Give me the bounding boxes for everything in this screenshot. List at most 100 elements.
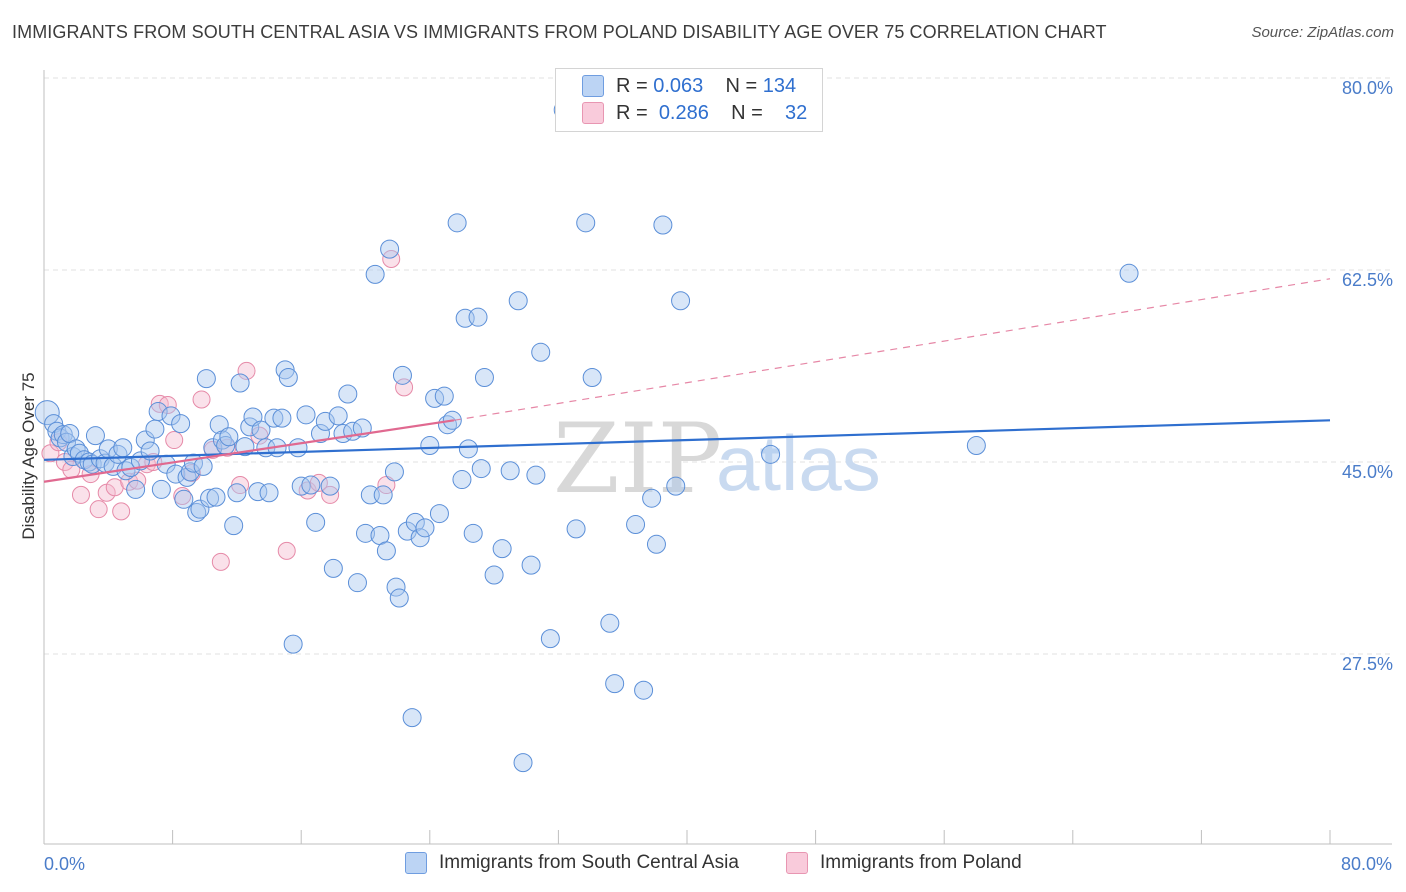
data-point-south-central-asia	[626, 515, 646, 535]
data-point-south-central-asia	[415, 518, 435, 538]
data-point-south-central-asia	[126, 479, 146, 499]
axes	[43, 70, 1392, 845]
data-point-south-central-asia	[174, 489, 194, 509]
blue-points	[34, 100, 1139, 773]
data-point-south-central-asia	[301, 475, 321, 495]
bottom-legend-swatch-blue	[405, 852, 427, 874]
trend-lines	[43, 278, 1331, 483]
legend-swatch-blue	[582, 75, 604, 97]
data-point-south-central-asia	[646, 534, 666, 554]
data-point-south-central-asia	[200, 488, 220, 508]
data-point-south-central-asia	[1119, 263, 1139, 283]
trend-line-poland	[43, 419, 455, 483]
data-point-south-central-asia	[275, 360, 295, 380]
data-point-south-central-asia	[230, 373, 250, 393]
data-point-south-central-asia	[521, 555, 541, 575]
legend-n-value-series2: 32	[785, 101, 808, 124]
data-point-south-central-asia	[145, 419, 165, 439]
x-ticks	[43, 830, 1331, 844]
data-point-south-central-asia	[227, 483, 247, 503]
watermark-zip: ZIP	[553, 403, 722, 515]
data-point-south-central-asia	[582, 368, 602, 388]
legend-swatch-pink	[582, 102, 604, 124]
data-point-south-central-asia	[296, 405, 316, 425]
data-point-south-central-asia	[166, 464, 186, 484]
data-point-south-central-asia	[338, 384, 358, 404]
watermark: ZIP atlas	[553, 403, 881, 515]
y-tick-label: 45.0%	[1342, 462, 1393, 482]
data-point-poland	[395, 378, 414, 397]
data-point-south-central-asia	[410, 528, 430, 548]
y-tick-labels: 27.5% 45.0% 62.5% 80.0%	[1342, 78, 1393, 674]
data-point-south-central-asia	[671, 291, 691, 311]
legend-row-series1: R = 0.063 N = 134	[582, 73, 796, 99]
legend-n-label: N =	[725, 74, 758, 97]
y-axis-label: Disability Age Over 75	[19, 372, 38, 539]
data-point-south-central-asia	[315, 411, 335, 431]
data-point-south-central-asia	[384, 462, 404, 482]
data-point-south-central-asia	[347, 573, 367, 593]
data-point-south-central-asia	[278, 368, 298, 388]
legend-n-value-series1: 134	[762, 74, 797, 97]
bottom-legend-label-series1: Immigrants from South Central Asia	[439, 852, 739, 873]
data-point-south-central-asia	[380, 239, 400, 259]
data-point-south-central-asia	[666, 476, 686, 496]
data-point-south-central-asia	[642, 488, 662, 508]
data-point-south-central-asia	[966, 436, 986, 456]
legend-r-label: R =	[616, 74, 648, 97]
data-point-south-central-asia	[458, 439, 478, 459]
data-point-south-central-asia	[171, 414, 191, 434]
data-point-south-central-asia	[492, 539, 512, 559]
data-point-south-central-asia	[148, 402, 168, 422]
data-point-south-central-asia	[425, 388, 445, 408]
data-point-south-central-asia	[108, 444, 128, 464]
trend-line-poland-extension	[453, 278, 1331, 421]
data-point-poland	[112, 502, 131, 521]
data-point-south-central-asia	[365, 264, 385, 284]
data-point-south-central-asia	[310, 423, 330, 443]
data-point-poland	[173, 487, 192, 506]
data-point-south-central-asia	[373, 485, 393, 505]
data-point-south-central-asia	[151, 479, 171, 499]
data-point-south-central-asia	[386, 577, 406, 597]
data-point-south-central-asia	[53, 425, 73, 445]
legend-r-value-series1: 0.063	[653, 74, 704, 97]
data-point-south-central-asia	[468, 307, 488, 327]
x-tick-labels: 0.0% 80.0%	[44, 854, 1392, 874]
data-point-south-central-asia	[500, 461, 520, 481]
data-point-south-central-asia	[113, 438, 133, 458]
data-point-south-central-asia	[540, 629, 560, 649]
data-point-south-central-asia	[576, 213, 596, 233]
trend-line-south-central-asia	[43, 419, 1331, 461]
data-point-south-central-asia	[44, 414, 64, 434]
data-point-south-central-asia	[434, 386, 454, 406]
data-point-south-central-asia	[605, 674, 625, 694]
legend-r-value-series2: 0.286	[658, 101, 709, 124]
data-point-south-central-asia	[187, 502, 207, 522]
legend-r-label: R =	[616, 101, 648, 124]
data-point-south-central-asia	[484, 565, 504, 585]
data-point-poland	[165, 431, 184, 450]
data-point-south-central-asia	[452, 470, 472, 490]
data-point-south-central-asia	[376, 541, 396, 561]
data-point-south-central-asia	[161, 406, 181, 426]
legend-row-series2: R = 0.286 N = 32	[582, 100, 807, 126]
data-point-south-central-asia	[526, 465, 546, 485]
data-point-south-central-asia	[320, 476, 340, 496]
data-point-south-central-asia	[190, 499, 210, 519]
data-point-south-central-asia	[206, 487, 226, 507]
data-point-south-central-asia	[251, 420, 271, 440]
legend-n-label: N =	[731, 101, 763, 124]
data-point-poland	[237, 361, 256, 380]
data-point-south-central-asia	[474, 368, 494, 388]
data-point-south-central-asia	[135, 430, 155, 450]
data-point-south-central-asia	[429, 504, 449, 524]
bottom-legend-series1: Immigrants from South Central Asia	[405, 852, 739, 874]
bottom-legend-label-series2: Immigrants from Poland	[820, 852, 1022, 873]
data-point-south-central-asia	[513, 753, 533, 773]
y-tick-label: 62.5%	[1342, 270, 1393, 290]
data-point-south-central-asia	[288, 438, 308, 458]
data-point-south-central-asia	[653, 215, 673, 235]
data-point-poland	[89, 500, 108, 519]
data-point-south-central-asia	[177, 467, 197, 487]
